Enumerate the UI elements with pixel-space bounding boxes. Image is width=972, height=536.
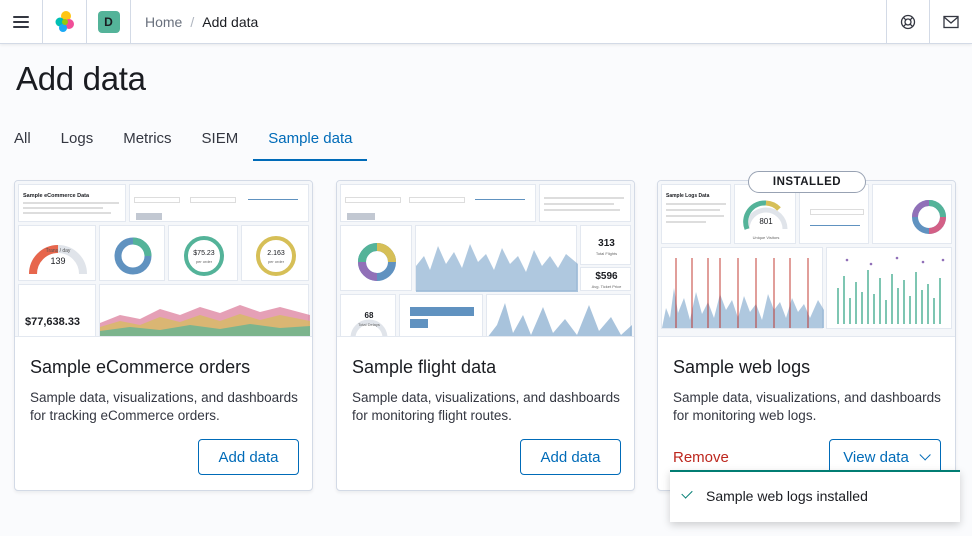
help-lifebuoy-icon [900, 14, 916, 29]
avg-price-value: $596 [595, 271, 618, 282]
preview-area-chart [99, 284, 310, 336]
avg-sold-label: per order [267, 259, 285, 264]
success-toast: Sample web logs installed [670, 470, 960, 522]
preview-controls [129, 184, 309, 222]
preview-spikes-chart [486, 294, 632, 336]
preview-revenue-panel: $77,638.33 [18, 284, 96, 336]
avg-sold-value: 2.163 [267, 250, 285, 257]
view-weblogs-data-button[interactable]: View data [829, 439, 941, 475]
preview-total-flights: 313 Total Flights [580, 225, 631, 265]
tab-all[interactable]: All [14, 130, 31, 147]
sample-weblogs-card: Sample Logs Data 801 Unique Visitors [657, 171, 956, 491]
installed-badge: INSTALLED [748, 171, 866, 193]
add-flight-data-button[interactable]: Add data [520, 439, 621, 475]
space-selector[interactable]: D [87, 0, 131, 44]
home-logo-link[interactable] [43, 0, 87, 44]
check-icon [681, 487, 693, 499]
delays-label: Total Delays [358, 322, 380, 327]
breadcrumb-current: Add data [202, 13, 259, 30]
preview-line-chart [415, 225, 578, 292]
card-title: Sample flight data [352, 357, 497, 377]
preview-bar-chart [399, 294, 483, 336]
card-description: Sample data, visualizations, and dashboa… [30, 390, 298, 423]
card-title: Sample web logs [673, 357, 811, 377]
mail-icon [943, 15, 959, 28]
tab-logs[interactable]: Logs [60, 130, 94, 147]
preview-donut-panel [99, 225, 165, 281]
elastic-logo-icon [55, 10, 74, 32]
hamburger-icon [13, 15, 29, 28]
avg-spend-label: per order [195, 259, 213, 264]
page-title: Add data [16, 60, 146, 97]
sample-flight-card: 313 Total Flights $596 Avg. Ticket Price… [336, 180, 635, 491]
preview-annotation-chart [661, 247, 824, 329]
preview-controls [799, 184, 869, 244]
preview-controls [340, 184, 536, 222]
preview-panel: Sample eCommerce Data [18, 184, 126, 222]
preview-delays-panel: 68 Total Delays [340, 294, 396, 336]
tab-sample-data[interactable]: Sample data [253, 122, 368, 161]
sample-ecommerce-card: Sample eCommerce Data Trans / day 139 [14, 180, 313, 491]
preview-heading: Sample eCommerce Data [23, 193, 90, 199]
delays-value: 68 [364, 311, 374, 320]
card-title: Sample eCommerce orders [30, 357, 251, 377]
tab-bar: All Logs Metrics SIEM Sample data [14, 122, 397, 161]
preview-visitors-gauge: 801 Unique Visitors [734, 184, 796, 244]
preview-donut-panel [872, 184, 952, 244]
card-description: Sample data, visualizations, and dashboa… [352, 390, 620, 423]
gauge-label: Trans / day [45, 248, 71, 254]
view-data-label: View data [843, 448, 909, 466]
avg-spend-value: $75.23 [193, 250, 215, 257]
preview-sold-panel: 2.163 per order [241, 225, 309, 281]
newsfeed-button[interactable] [929, 0, 972, 44]
menu-button[interactable] [0, 0, 43, 44]
preview-heading: Sample Logs Data [666, 193, 710, 199]
ecommerce-dashboard-preview: Sample eCommerce Data Trans / day 139 [15, 181, 312, 337]
card-description: Sample data, visualizations, and dashboa… [673, 390, 941, 423]
avg-price-label: Avg. Ticket Price [591, 284, 622, 289]
total-revenue-value: $77,638.33 [25, 316, 81, 328]
tab-siem[interactable]: SIEM [201, 130, 239, 147]
preview-text-panel: Sample Logs Data [661, 184, 731, 244]
tab-metrics[interactable]: Metrics [123, 130, 172, 147]
flight-dashboard-preview: 313 Total Flights $596 Avg. Ticket Price… [337, 181, 634, 337]
preview-scatter-chart [826, 247, 952, 329]
top-header: D Home / Add data [0, 0, 972, 44]
space-avatar: D [97, 10, 120, 33]
breadcrumb-separator: / [190, 13, 195, 30]
preview-spend-panel: $75.23 per order [168, 225, 238, 281]
breadcrumb: Home / Add data [131, 14, 886, 30]
visitors-value: 801 [759, 217, 773, 226]
preview-gauge-panel: Trans / day 139 [18, 225, 96, 281]
preview-text-panel [539, 184, 631, 222]
remove-weblogs-button[interactable]: Remove [673, 449, 729, 466]
total-flights-value: 313 [598, 238, 615, 249]
add-ecommerce-data-button[interactable]: Add data [198, 439, 299, 475]
weblogs-dashboard-preview: Sample Logs Data 801 Unique Visitors [658, 181, 955, 337]
preview-donut-panel [340, 225, 412, 291]
visitors-label: Unique Visitors [752, 235, 780, 240]
preview-avg-price: $596 Avg. Ticket Price [580, 267, 631, 291]
toast-message: Sample web logs installed [706, 488, 868, 504]
breadcrumb-home[interactable]: Home [145, 13, 183, 30]
chevron-down-icon [919, 449, 931, 461]
total-flights-label: Total Flights [595, 251, 618, 256]
help-button[interactable] [886, 0, 929, 44]
gauge-value: 139 [50, 256, 66, 266]
